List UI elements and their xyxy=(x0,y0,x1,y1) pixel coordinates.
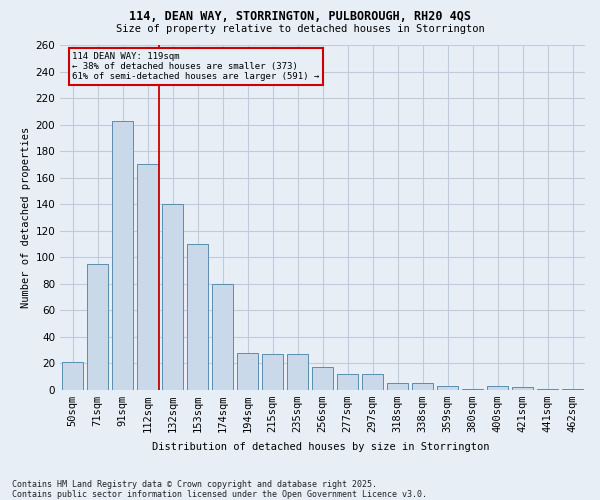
Bar xyxy=(212,284,233,390)
Bar xyxy=(62,362,83,390)
Bar xyxy=(387,384,408,390)
Bar xyxy=(462,388,483,390)
Bar xyxy=(187,244,208,390)
Bar xyxy=(262,354,283,390)
Bar xyxy=(137,164,158,390)
Bar xyxy=(362,374,383,390)
Bar xyxy=(562,388,583,390)
Text: Size of property relative to detached houses in Storrington: Size of property relative to detached ho… xyxy=(116,24,484,34)
Y-axis label: Number of detached properties: Number of detached properties xyxy=(21,127,31,308)
Text: 114 DEAN WAY: 119sqm
← 38% of detached houses are smaller (373)
61% of semi-deta: 114 DEAN WAY: 119sqm ← 38% of detached h… xyxy=(73,52,320,82)
Bar xyxy=(237,353,258,390)
Text: Contains public sector information licensed under the Open Government Licence v3: Contains public sector information licen… xyxy=(12,490,427,499)
Bar xyxy=(437,386,458,390)
Bar xyxy=(537,388,558,390)
Text: Distribution of detached houses by size in Storrington: Distribution of detached houses by size … xyxy=(152,442,490,452)
Bar xyxy=(287,354,308,390)
Text: 114, DEAN WAY, STORRINGTON, PULBOROUGH, RH20 4QS: 114, DEAN WAY, STORRINGTON, PULBOROUGH, … xyxy=(129,10,471,23)
Bar xyxy=(337,374,358,390)
Text: Contains HM Land Registry data © Crown copyright and database right 2025.: Contains HM Land Registry data © Crown c… xyxy=(12,480,377,489)
Bar xyxy=(112,120,133,390)
Bar xyxy=(487,386,508,390)
Bar xyxy=(312,368,333,390)
Bar xyxy=(162,204,183,390)
Bar xyxy=(512,388,533,390)
Bar xyxy=(87,264,108,390)
Bar xyxy=(412,384,433,390)
